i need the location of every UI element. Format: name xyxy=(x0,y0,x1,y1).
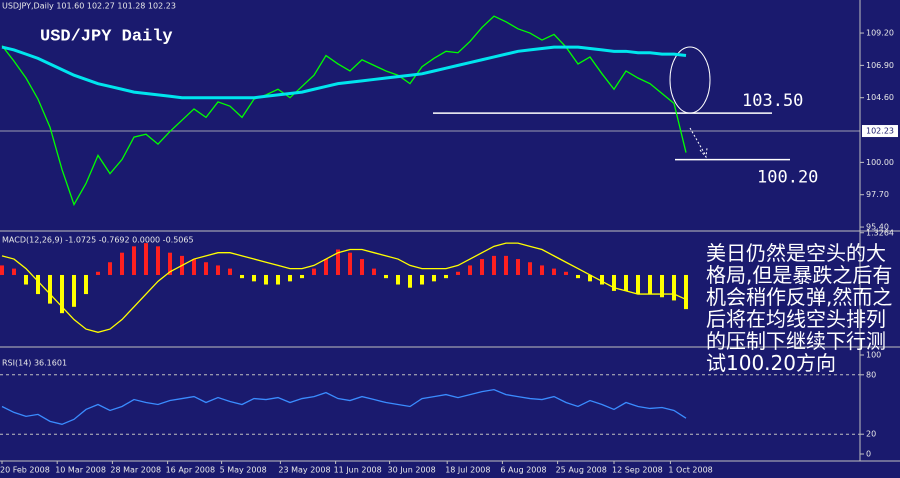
x-tick-label: 1 Oct 2008 xyxy=(668,466,712,475)
macd-bar xyxy=(360,259,364,275)
macd-bar xyxy=(156,246,160,275)
x-tick-label: 5 May 2008 xyxy=(220,466,267,475)
macd-bar xyxy=(444,274,448,279)
macd-bar xyxy=(24,274,28,285)
macd-bar xyxy=(336,249,340,275)
macd-bar xyxy=(276,274,280,285)
macd-bar xyxy=(84,274,88,295)
x-tick-label: 20 Feb 2008 xyxy=(0,466,50,475)
macd-bar xyxy=(480,259,484,275)
y-tick-label: 100.00 xyxy=(866,158,894,167)
macd-bar xyxy=(324,259,328,275)
y-tick-label: 97.70 xyxy=(866,190,889,199)
panel-header: USDJPY,Daily 101.60 102.27 101.28 102.23 xyxy=(2,2,176,11)
macd-bar xyxy=(216,265,220,275)
macd-bar xyxy=(144,243,148,275)
macd-bar xyxy=(12,268,16,275)
macd-bar xyxy=(288,274,292,282)
macd-bar xyxy=(384,274,388,279)
macd-bar xyxy=(396,274,400,285)
macd-bar xyxy=(240,274,244,279)
macd-bar xyxy=(72,274,76,307)
x-tick-label: 28 Mar 2008 xyxy=(110,466,161,475)
series-line xyxy=(1,242,687,333)
x-tick-label: 12 Sep 2008 xyxy=(612,466,663,475)
x-tick-label: 30 Jun 2008 xyxy=(388,466,436,475)
macd-bar xyxy=(96,271,100,275)
current-price-label: 102.23 xyxy=(866,127,894,136)
panel-header: MACD(12,26,9) -1.0725 -0.7692 0.0000 -0.… xyxy=(2,236,194,245)
macd-bar xyxy=(624,274,628,291)
macd-bar xyxy=(372,268,376,275)
macd-bar xyxy=(192,259,196,275)
macd-bar xyxy=(576,274,580,279)
macd-bar xyxy=(468,265,472,275)
macd-bar xyxy=(600,274,604,285)
x-tick-label: 11 Jun 2008 xyxy=(334,466,382,475)
chart-title: USD/JPY Daily xyxy=(40,27,173,46)
y-tick-label: 104.60 xyxy=(866,93,894,102)
macd-bar xyxy=(648,274,652,295)
y-tick-label: 100 xyxy=(866,351,881,360)
macd-bar xyxy=(504,255,508,275)
macd-bar xyxy=(456,271,460,275)
macd-bar xyxy=(408,274,412,288)
macd-bar xyxy=(228,268,232,275)
macd-bar xyxy=(516,259,520,275)
macd-bar xyxy=(60,274,64,314)
macd-bar xyxy=(684,274,688,310)
y-tick-label: 95.40 xyxy=(866,223,889,232)
x-tick-label: 6 Aug 2008 xyxy=(500,466,546,475)
panel-header: RSI(14) 36.1601 xyxy=(2,359,67,368)
macd-bar xyxy=(48,274,52,304)
series-line xyxy=(1,15,687,207)
macd-bar xyxy=(492,255,496,275)
macd-bar xyxy=(672,274,676,301)
x-tick-label: 25 Aug 2008 xyxy=(556,466,607,475)
y-tick-label: 1.3264 xyxy=(866,228,894,237)
macd-bar xyxy=(36,274,40,295)
series-line xyxy=(1,45,687,100)
current-price-box xyxy=(862,125,898,138)
macd-bar xyxy=(588,274,592,282)
macd-bar xyxy=(528,262,532,275)
series-line xyxy=(1,388,687,425)
y-tick-label: 106.90 xyxy=(866,61,894,70)
macd-bar xyxy=(564,271,568,275)
macd-bar xyxy=(168,252,172,275)
x-tick-label: 18 Jul 2008 xyxy=(445,466,490,475)
macd-bar xyxy=(204,262,208,275)
x-tick-label: 23 May 2008 xyxy=(278,466,330,475)
macd-bar xyxy=(132,246,136,275)
macd-bar xyxy=(660,274,664,298)
support-label: 103.50 xyxy=(742,91,803,111)
macd-bar xyxy=(0,265,4,275)
macd-bar xyxy=(312,268,316,275)
support-label: 100.20 xyxy=(757,168,818,188)
macd-bar xyxy=(120,252,124,275)
macd-bar xyxy=(552,268,556,275)
macd-bar xyxy=(108,262,112,275)
macd-bar xyxy=(300,274,304,279)
highlight-ellipse xyxy=(669,46,711,114)
macd-bar xyxy=(636,274,640,295)
macd-bar xyxy=(252,274,256,282)
macd-bar xyxy=(540,265,544,275)
x-tick-label: 16 Apr 2008 xyxy=(166,466,215,475)
macd-bar xyxy=(420,274,424,285)
annotation-text: 美日仍然是空头的大格局,但是暴跌之后有机会稍作反弹,然而之后将在均线空头排列的压… xyxy=(706,241,893,375)
macd-bar xyxy=(264,274,268,285)
x-tick-label: 10 Mar 2008 xyxy=(55,466,106,475)
macd-bar xyxy=(348,252,352,275)
y-tick-label: 80 xyxy=(866,370,876,379)
macd-bar xyxy=(612,274,616,291)
y-tick-label: 20 xyxy=(866,430,876,439)
macd-bar xyxy=(432,274,436,282)
y-tick-label: 0 xyxy=(866,450,871,459)
y-tick-label: 109.20 xyxy=(866,29,894,38)
arrow xyxy=(689,127,708,159)
